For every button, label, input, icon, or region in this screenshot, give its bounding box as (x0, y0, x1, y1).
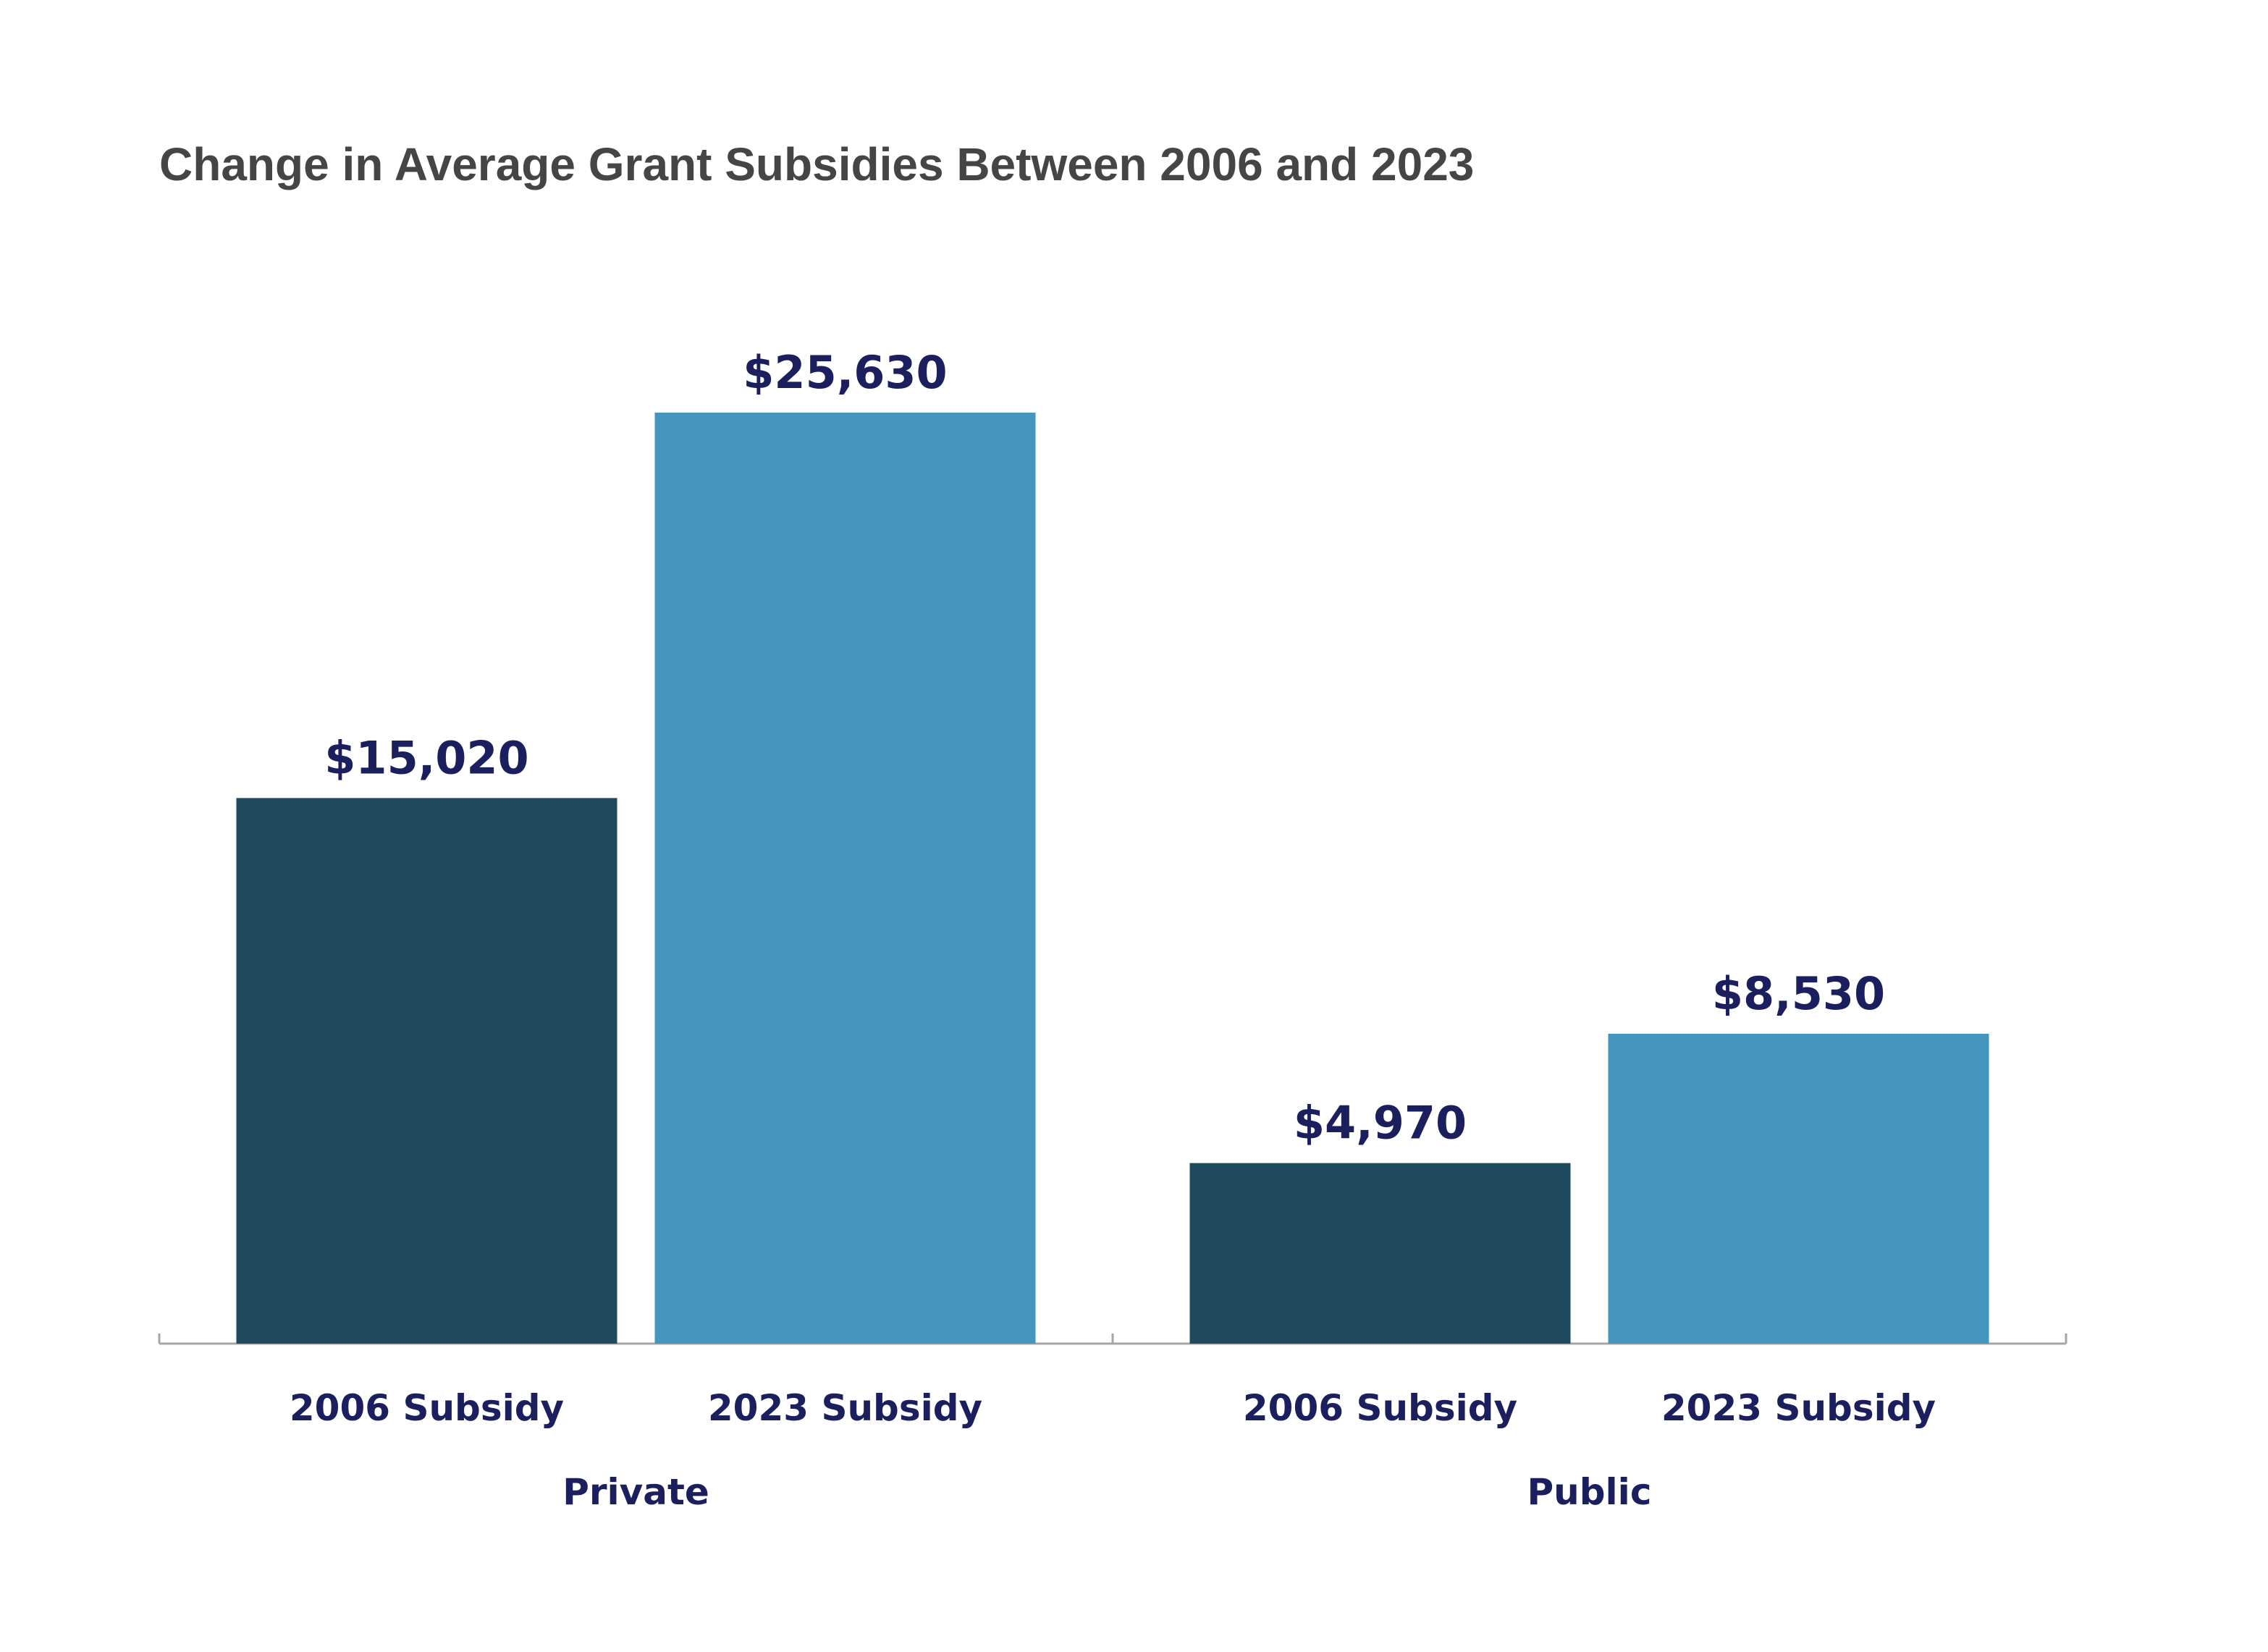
category-label: 2006 Subsidy (1243, 1387, 1517, 1429)
category-label: 2006 Subsidy (290, 1387, 564, 1429)
data-label: $8,530 (1712, 967, 1885, 1020)
group-label: Public (1527, 1471, 1652, 1513)
category-label: 2023 Subsidy (708, 1387, 982, 1429)
data-label: $15,020 (324, 731, 528, 784)
chart-title: Change in Average Grant Subsidies Betwee… (159, 138, 1475, 190)
bar-private-1 (654, 413, 1036, 1344)
category-label: 2023 Subsidy (1661, 1387, 1936, 1429)
bar-private-0 (236, 798, 617, 1344)
group-label: Private (562, 1471, 709, 1513)
bar-public-0 (1189, 1163, 1571, 1344)
data-label: $25,630 (743, 346, 947, 399)
bar-public-1 (1608, 1034, 1989, 1344)
data-label: $4,970 (1294, 1097, 1467, 1150)
